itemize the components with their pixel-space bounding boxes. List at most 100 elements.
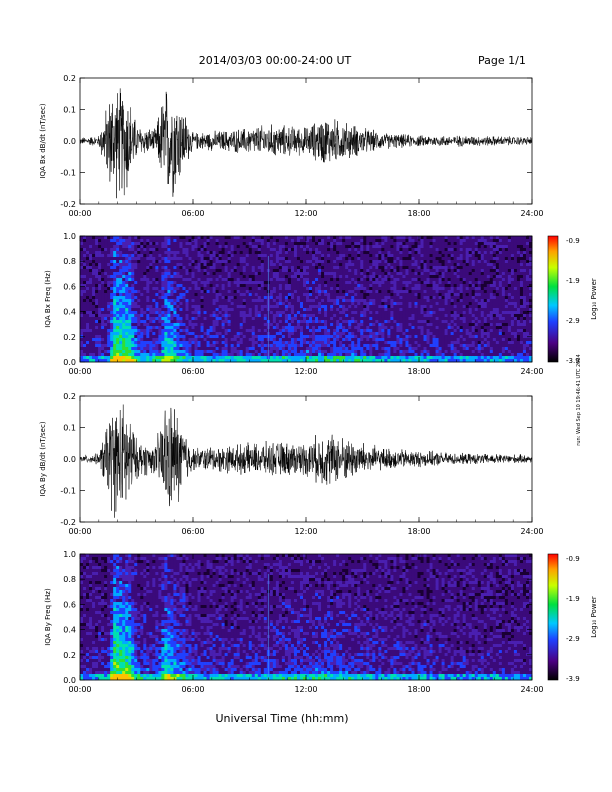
- bx-spec-cell: [266, 251, 271, 255]
- bx-spec-cell: [164, 299, 168, 303]
- bx-spec-cell: [209, 242, 213, 246]
- bx-spec-cell: [402, 242, 406, 246]
- bx-spec-cell: [405, 353, 409, 357]
- bx-spec-cell: [351, 281, 355, 285]
- bx-spec-cell: [254, 260, 259, 264]
- bx-spec-cell: [411, 248, 415, 252]
- bx-spec-cell: [357, 359, 361, 363]
- bx-spec-cell: [414, 308, 418, 312]
- bx-spec-cell: [275, 332, 280, 336]
- bx-spec-cell: [321, 278, 325, 282]
- bx-spec-cell: [306, 329, 310, 333]
- bx-spec-cell: [384, 245, 388, 249]
- bx-spec-cell: [179, 263, 183, 267]
- bx-spec-cell: [324, 251, 328, 255]
- bx-spec-cell: [221, 305, 225, 309]
- bx-spec-cell: [290, 329, 295, 333]
- bx-spec-cell: [185, 299, 189, 303]
- bx-spec-cell: [348, 293, 352, 297]
- bx-spec-cell: [158, 290, 162, 294]
- bx-spec-cell: [185, 266, 189, 270]
- bx-spec-cell: [200, 314, 204, 318]
- bx-spec-cell: [402, 236, 406, 240]
- bx-spec-cell: [227, 260, 231, 264]
- bx-spec-cell: [152, 293, 156, 297]
- bx-spec-cell: [122, 317, 126, 321]
- bx-spec-cell: [324, 314, 328, 318]
- bx-spec-cell: [101, 260, 105, 264]
- bx-spec-cell: [113, 296, 117, 300]
- bx-spec-cell: [155, 287, 159, 291]
- bx-spec-cell: [312, 356, 316, 360]
- bx-spec-cell: [269, 323, 274, 327]
- bx-spec-cell: [80, 284, 84, 288]
- bx-spec-cell: [393, 290, 397, 294]
- bx-spec-cell: [248, 272, 253, 276]
- bx-spec-cell: [342, 272, 346, 276]
- bx-spec-cell: [239, 359, 244, 363]
- bx-spec-cell: [420, 260, 424, 264]
- bx-spec-cell: [122, 326, 126, 330]
- bx-spec-cell: [95, 332, 99, 336]
- bx-spec-cell: [312, 254, 316, 258]
- bx-spec-cell: [357, 329, 361, 333]
- bx-spec-cell: [260, 308, 265, 312]
- bx-spec-cell: [215, 242, 219, 246]
- bx-spec-cell: [378, 293, 382, 297]
- bx-spec-cell: [306, 257, 310, 261]
- bx-spec-cell: [119, 308, 123, 312]
- bx-spec-cell: [98, 302, 102, 306]
- bx-spec-cell: [257, 317, 262, 321]
- bx-spec-cell: [137, 329, 141, 333]
- bx-spec-cell: [83, 236, 87, 240]
- bx-spec-cell: [381, 335, 385, 339]
- bx-spec-cell: [284, 248, 289, 252]
- bx-spec-cell: [408, 356, 412, 360]
- bx-spec-cell: [296, 347, 301, 351]
- bx-spec-cell: [191, 287, 195, 291]
- bx-spec-cell: [411, 308, 415, 312]
- bx-spec-cell: [378, 320, 382, 324]
- bx-spec-cell: [161, 269, 165, 273]
- bx-spec-cell: [224, 293, 228, 297]
- bx-spec-cell: [254, 248, 259, 252]
- bx-spec-cell: [381, 284, 385, 288]
- bx-spec-cell: [236, 344, 240, 348]
- bx-spec-cell: [197, 359, 201, 363]
- bx-spec-cell: [336, 257, 340, 261]
- bx-spec-cell: [414, 248, 418, 252]
- bx-spec-cell: [381, 281, 385, 285]
- bx-spec-cell: [239, 323, 244, 327]
- bx-spec-cell: [215, 326, 219, 330]
- bx-spec-cell: [194, 245, 198, 249]
- bx-spec-cell: [140, 314, 144, 318]
- bx-spec-cell: [318, 326, 322, 330]
- bx-spec-cell: [269, 356, 274, 360]
- bx-spec-cell: [113, 257, 117, 261]
- bx-spec-cell: [80, 266, 84, 270]
- bx-spec-cell: [351, 302, 355, 306]
- bx-spec-cell: [101, 263, 105, 267]
- bx-spec-cell: [143, 287, 147, 291]
- bx-spec-cell: [122, 269, 126, 273]
- bx-spec-cell: [152, 248, 156, 252]
- bx-spec-cell: [230, 257, 234, 261]
- bx-spec-cell: [128, 245, 132, 249]
- bx-spec-cell: [122, 338, 126, 342]
- bx-spec-cell: [98, 323, 102, 327]
- bx-spec-cell: [375, 326, 379, 330]
- bx-spec-cell: [182, 350, 186, 354]
- bx-spec-cell: [381, 293, 385, 297]
- bx-spec-cell: [251, 323, 256, 327]
- bx-spec-cell: [161, 332, 165, 336]
- bx-spec-cell: [336, 242, 340, 246]
- bx-spec-cell: [315, 332, 319, 336]
- bx-spec-cell: [342, 269, 346, 273]
- bx-spec-cell: [263, 356, 268, 360]
- bx-spec-cell: [405, 257, 409, 261]
- bx-spec-cell: [98, 338, 102, 342]
- bx-spec-cell: [248, 314, 253, 318]
- bx-spec-cell: [161, 239, 165, 243]
- bx-spec-cell: [158, 236, 162, 240]
- bx-spec-cell: [330, 311, 334, 315]
